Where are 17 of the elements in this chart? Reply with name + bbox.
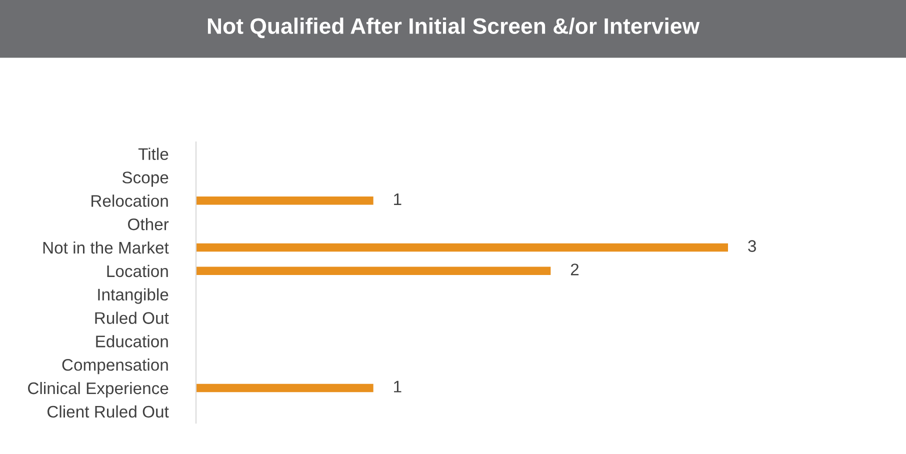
y-tick-label: Clinical Experience: [28, 382, 168, 398]
data-label: 1: [394, 193, 402, 205]
data-label: 2: [570, 264, 579, 276]
y-tick-label: Other: [128, 218, 169, 230]
y-tick-label: Not in the Market: [43, 241, 169, 254]
y-tick-label: Education: [96, 335, 168, 348]
y-tick-label: Relocation: [92, 194, 168, 207]
chart-title: Not Qualified After Initial Screen &/or Interview: [208, 18, 700, 38]
y-tick-label: Ruled Out: [95, 312, 169, 324]
y-tick-label: Location: [107, 264, 168, 278]
data-label: 3: [748, 240, 756, 252]
y-tick-label: Compensation: [62, 358, 168, 374]
y-tick-label: Scope: [122, 172, 168, 187]
y-tick-label: Intangible: [98, 288, 168, 304]
y-tick-label: Title: [138, 148, 168, 160]
y-tick-label: Client Ruled Out: [47, 405, 169, 418]
data-label: 1: [394, 380, 402, 392]
